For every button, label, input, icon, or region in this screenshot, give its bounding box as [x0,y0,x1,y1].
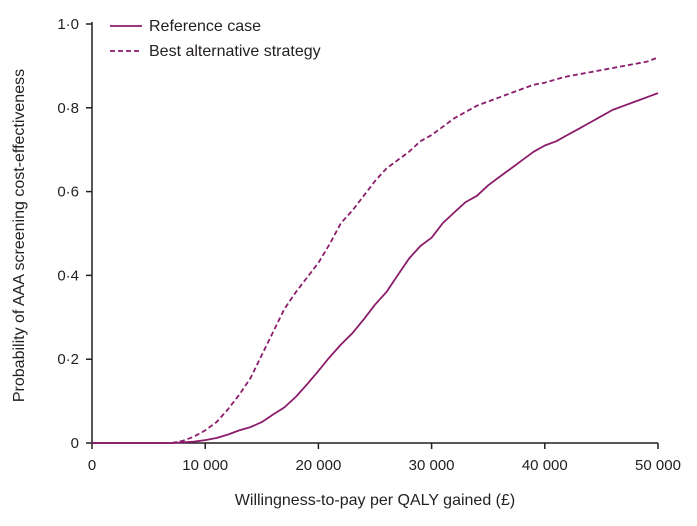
x-tick-label: 20 000 [295,457,341,474]
x-axis-label: Willingness-to-pay per QALY gained (£) [235,492,515,509]
x-tick-label: 30 000 [409,457,455,474]
legend-label: Reference case [149,18,261,35]
series-line-best-alternative [92,56,659,444]
legend-label: Best alternative strategy [149,43,321,60]
ticks: 0 0·2 0·4 0·6 0·8 1·0 0 10 000 20 000 30 000 40 00… [57,16,681,474]
y-tick-label: 1·0 [57,16,79,33]
series-line-reference-case [92,92,659,444]
y-axis-label: Probability of AAA screening cost-effect… [11,69,28,402]
y-tick-label: 0·4 [57,267,79,284]
y-tick-label: 0·8 [57,100,79,117]
y-tick-label: 0·2 [57,351,79,368]
series-layer [92,56,659,444]
x-tick-label: 0 [88,457,96,474]
y-tick-label: 0·6 [57,184,79,201]
legend: Reference case Best alternative strategy [110,18,321,60]
x-tick-label: 10 000 [182,457,228,474]
axes [91,22,658,444]
x-tick-label: 40 000 [522,457,568,474]
y-tick-label: 0 [71,435,79,452]
x-tick-label: 50 000 [635,457,681,474]
